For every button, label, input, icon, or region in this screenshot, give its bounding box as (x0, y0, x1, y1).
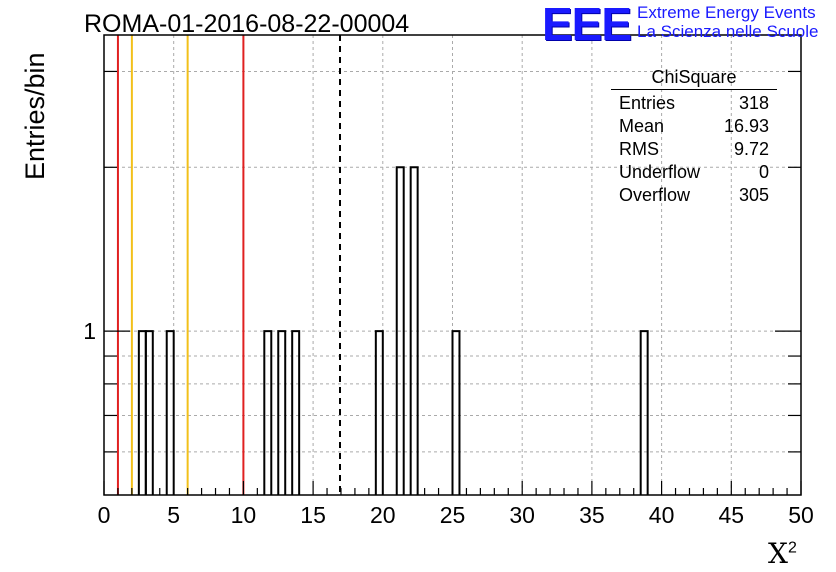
histogram-bar (395, 166, 405, 495)
histogram-bar (263, 330, 273, 495)
stats-value: 318 (738, 93, 769, 113)
x-tick-label: 30 (509, 502, 535, 528)
x-tick-label: 40 (649, 502, 675, 528)
x-tick-label: 20 (370, 502, 396, 528)
x-tick-label: 5 (167, 502, 180, 528)
eee-logo: EEE (542, 0, 632, 50)
stats-row: Underflow 0 (611, 161, 777, 184)
histogram-bar (639, 330, 649, 495)
x-axis-label-exponent: 2 (787, 539, 797, 557)
stats-label: Overflow (619, 185, 691, 205)
stats-label: Entries (619, 93, 676, 113)
stats-value: 9.72 (733, 139, 769, 159)
stats-title: ChiSquare (611, 67, 777, 90)
stats-label: Underflow (619, 162, 701, 182)
y-axis-label: Entries/bin (20, 52, 50, 180)
y-tick-label: 1 (83, 318, 96, 344)
histogram-bar (277, 330, 287, 495)
x-tick-label: 25 (440, 502, 466, 528)
stats-rows: Entries 318 Mean 16.93 RMS 9.72 Underflow 0 Over… (611, 92, 777, 207)
x-tick-label: 15 (300, 502, 326, 528)
logo-caption: Extreme Energy Events La Scienza nelle S… (637, 3, 818, 41)
chart-title: ROMA-01-2016-08-22-00004 (84, 10, 410, 38)
logo-line-2: La Scienza nelle Scuole (637, 22, 819, 41)
x-axis-label-symbol: X (768, 537, 788, 570)
x-tick-label: 10 (231, 502, 257, 528)
stats-row: Mean 16.93 (611, 115, 777, 138)
histogram-bar (451, 330, 461, 495)
stats-row: Entries 318 (611, 92, 777, 115)
histogram-bar (165, 330, 175, 495)
x-axis-label: X2 (768, 537, 797, 570)
logo-line-1: Extreme Energy Events (637, 3, 816, 22)
histogram-bar (374, 330, 384, 495)
x-tick-label: 35 (579, 502, 605, 528)
stats-row: RMS 9.72 (611, 138, 777, 161)
reference-lines (116, 35, 342, 495)
histogram-bar (409, 166, 419, 495)
stats-value: 16.93 (723, 116, 769, 136)
stats-row: Overflow 305 (611, 184, 777, 207)
stats-label: Mean (619, 116, 665, 136)
histogram-bars (137, 166, 649, 495)
x-tick-label: 0 (98, 502, 111, 528)
histogram-bar (144, 330, 154, 495)
x-tick-label: 45 (719, 502, 745, 528)
histogram-bar (291, 330, 301, 495)
axes: 0 5 10 15 20 25 30 35 40 45 50 1 (83, 34, 814, 528)
stats-box: ChiSquare Entries 318 Mean 16.93 RMS 9.72 Unde… (611, 67, 777, 207)
stats-value: 0 (758, 162, 769, 182)
stats-value: 305 (738, 185, 769, 205)
stats-label: RMS (619, 139, 659, 159)
x-tick-label: 50 (788, 502, 814, 528)
